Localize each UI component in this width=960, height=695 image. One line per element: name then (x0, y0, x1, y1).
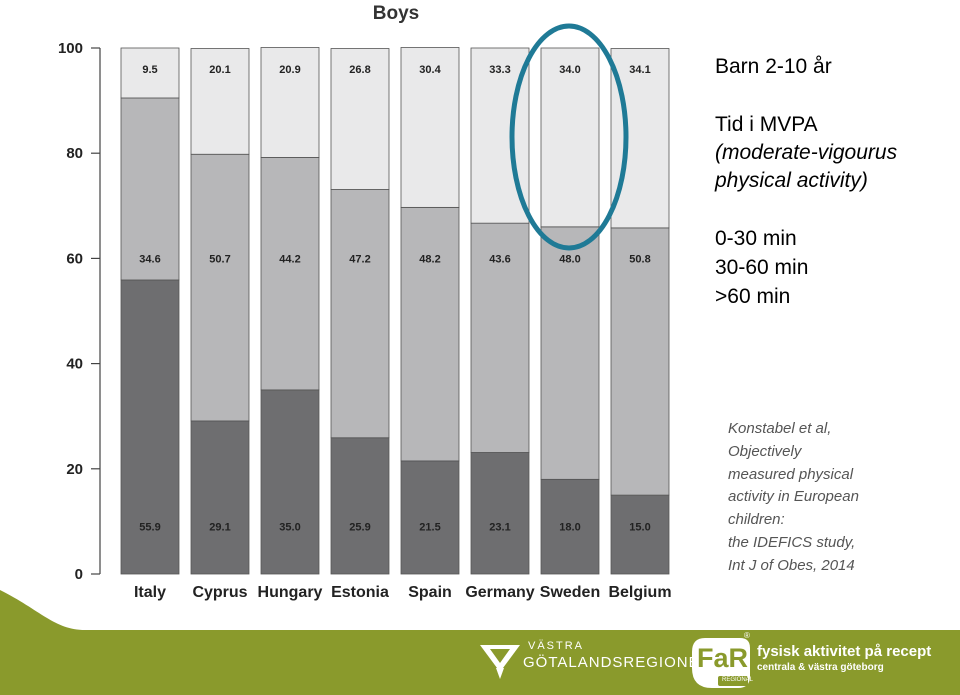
data-label: 34.1 (629, 64, 650, 76)
data-label: 44.2 (279, 253, 300, 265)
bar-segment (190, 153, 250, 422)
bar-labels: 55.9 34.6 9.5 29.1 50.7 20.1 35.0 44.2 20.9 25.9 4… (139, 64, 650, 534)
x-tick-label: Cyprus (192, 584, 247, 601)
bar-segment (610, 494, 670, 575)
data-label: 15.0 (629, 522, 650, 534)
reference-line: children: (728, 511, 785, 529)
vgr-name-line1: VÄSTRA (528, 640, 585, 652)
legend-over-60: >60 min (715, 285, 791, 308)
x-tick-label: Hungary (258, 584, 323, 601)
data-label: 50.8 (629, 253, 650, 265)
data-label: 21.5 (419, 522, 440, 534)
data-label: 20.1 (209, 64, 230, 76)
vgr-logo-icon (480, 645, 520, 679)
bar-segment (400, 47, 460, 208)
data-label: 48.2 (419, 253, 440, 265)
data-label: 29.1 (209, 522, 230, 534)
far-registered-mark: ® (744, 631, 750, 640)
bar-segment (330, 189, 390, 439)
data-label: 35.0 (279, 522, 300, 534)
x-tick-label: Germany (465, 584, 534, 601)
bars (120, 47, 670, 575)
bar-segment (260, 47, 320, 158)
bar-segment (540, 226, 600, 480)
y-axis: 0 20 40 60 80 100 (58, 40, 100, 583)
data-label: 9.5 (142, 64, 157, 76)
far-title: fysisk aktivitet på recept (757, 643, 932, 660)
data-label: 47.2 (349, 253, 370, 265)
bar-segment (190, 420, 250, 575)
x-tick-label: Belgium (608, 584, 671, 601)
x-axis: Italy Cyprus Hungary Estonia Spain Germany Swe… (134, 584, 672, 601)
y-tick-label: 20 (66, 461, 83, 478)
bar-segment (330, 48, 390, 190)
measure-description: (moderate-vigourus (715, 141, 898, 164)
far-subtitle: centrala & västra göteborg (757, 662, 884, 673)
sweden-highlight-ellipse (509, 23, 629, 251)
measure-description: physical activity) (715, 169, 868, 192)
bar-segment (470, 452, 530, 575)
data-label: 55.9 (139, 522, 160, 534)
vgr-name-line2: GÖTALANDSREGIONEN (523, 654, 712, 671)
reference-line: the IDEFICS study, (728, 533, 856, 551)
far-logo-badge-icon (692, 638, 750, 688)
reference-line: Konstabel et al, (728, 420, 832, 437)
bar-segment (260, 157, 320, 391)
bar-segment (120, 279, 180, 575)
data-label: 48.0 (559, 253, 580, 265)
data-label: 18.0 (559, 522, 580, 534)
bar-segment (610, 227, 670, 496)
legend-30-60: 30-60 min (715, 256, 809, 279)
data-label: 33.3 (489, 64, 510, 76)
data-label: 30.4 (419, 64, 441, 76)
y-tick-label: 0 (75, 566, 83, 583)
bar-segment (400, 460, 460, 575)
data-label: 20.9 (279, 64, 300, 76)
bar-segment (260, 389, 320, 575)
bar-segment (330, 437, 390, 575)
far-badge-text: REGIONAL (722, 677, 754, 683)
reference-line: Int J of Obes, 2014 (728, 556, 855, 574)
bar-segment (540, 47, 600, 228)
y-tick-label: 40 (66, 356, 83, 373)
data-label: 25.9 (349, 522, 370, 534)
bar-segment (610, 48, 670, 229)
x-tick-label: Estonia (331, 584, 389, 601)
data-label: 26.8 (349, 64, 370, 76)
y-tick-label: 100 (58, 40, 83, 57)
reference-citation: Konstabel et al, Objectively measured ph… (728, 418, 859, 578)
bar-segment (400, 206, 460, 462)
measure-title: Tid i MVPA (715, 113, 818, 136)
chart-title: Boys (373, 3, 419, 24)
footer-background (0, 590, 960, 695)
reference-line: measured physical (728, 465, 854, 483)
data-label: 34.0 (559, 64, 580, 76)
data-label: 23.1 (489, 522, 510, 534)
reference-line: activity in European (728, 488, 859, 506)
x-tick-label: Sweden (540, 584, 600, 601)
data-label: 43.6 (489, 253, 510, 265)
reference-line: Objectively (728, 442, 802, 460)
legend-0-30: 0-30 min (715, 227, 797, 250)
stacked-bar-chart: Boys 0 20 40 60 80 100 55.9 34.6 9.5 29.1 50.7 20.… (58, 3, 672, 601)
footer: VÄSTRA GÖTALANDSREGIONEN FaR ® REGIONAL … (0, 590, 960, 695)
far-logo-text: FaR (697, 643, 749, 673)
age-group-heading: Barn 2-10 år (715, 55, 832, 78)
data-label: 50.7 (209, 253, 230, 265)
bar-segment (190, 48, 250, 155)
x-tick-label: Italy (134, 584, 166, 601)
bar-segment (470, 222, 530, 453)
bar-segment (120, 97, 180, 281)
bar-segment (120, 47, 180, 99)
x-tick-label: Spain (408, 584, 452, 601)
y-tick-label: 80 (66, 145, 83, 162)
data-label: 34.6 (139, 253, 160, 265)
y-tick-label: 60 (66, 250, 83, 267)
bar-segment (540, 478, 600, 575)
